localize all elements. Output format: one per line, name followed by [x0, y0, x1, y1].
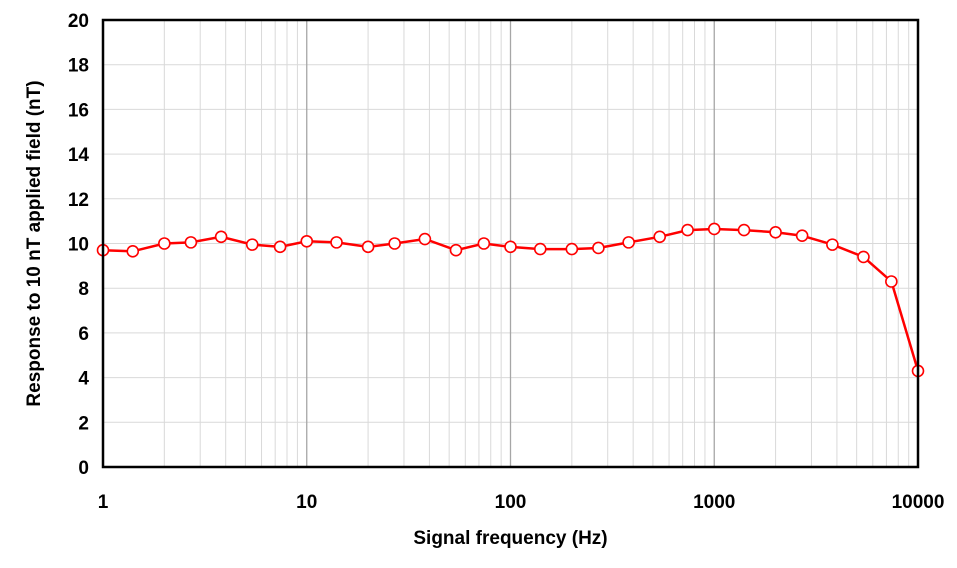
- x-tick-label: 10: [296, 492, 317, 513]
- y-tick-label: 18: [68, 56, 89, 77]
- data-point: [653, 230, 667, 244]
- y-tick-label: 0: [78, 458, 89, 479]
- data-point: [361, 240, 375, 254]
- x-axis-label: Signal frequency (Hz): [413, 528, 607, 549]
- data-point: [592, 241, 605, 255]
- data-point: [388, 237, 401, 250]
- x-tick-label: 1: [98, 492, 109, 513]
- data-point: [214, 230, 228, 244]
- y-tick-label: 4: [78, 369, 89, 390]
- data-point: [795, 229, 809, 242]
- data-point: [533, 242, 547, 256]
- y-tick-label: 2: [78, 413, 89, 434]
- data-point: [158, 237, 171, 250]
- data-point: [857, 250, 870, 264]
- data-point: [126, 245, 140, 258]
- y-tick-label: 12: [68, 190, 89, 211]
- x-tick-label: 100: [495, 492, 527, 513]
- data-point: [885, 275, 898, 288]
- y-tick-label: 16: [68, 100, 89, 121]
- y-axis-label: Response to 10 nT applied field (nT): [24, 80, 45, 406]
- data-point: [273, 240, 287, 254]
- data-point: [826, 238, 839, 251]
- y-tick-label: 20: [68, 11, 89, 32]
- data-point: [707, 222, 721, 236]
- data-point: [477, 237, 491, 250]
- data-point: [245, 238, 259, 251]
- data-point: [300, 234, 314, 248]
- y-tick-label: 8: [78, 279, 89, 300]
- y-tick-label: 10: [68, 235, 89, 256]
- data-point: [565, 242, 579, 256]
- data-point: [622, 236, 635, 249]
- series-layer: [96, 222, 925, 378]
- x-tick-label: 1000: [693, 492, 735, 513]
- data-point: [184, 236, 198, 249]
- data-point: [737, 223, 751, 237]
- data-point: [449, 243, 463, 257]
- plot-frame: [101, 18, 920, 469]
- y-tick-label: 6: [78, 324, 89, 345]
- x-axis-ticks: 1 10 100 1000 10000: [98, 492, 945, 513]
- data-point: [681, 223, 694, 237]
- y-tick-label: 14: [68, 145, 90, 166]
- y-axis-ticks: 0 2 4 6 8 10 12 14 16 18 20: [68, 11, 90, 479]
- data-point: [504, 240, 517, 254]
- data-point: [330, 236, 343, 249]
- data-point: [769, 226, 782, 239]
- data-point: [418, 232, 432, 246]
- x-tick-label: 10000: [892, 492, 945, 513]
